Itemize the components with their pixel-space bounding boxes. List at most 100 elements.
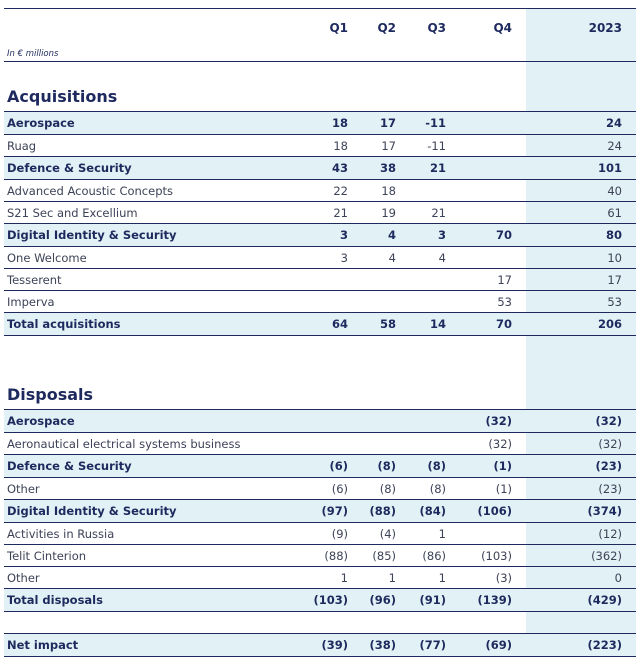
q1-value	[288, 432, 348, 455]
empty	[460, 61, 526, 112]
section-title: Disposals	[4, 360, 288, 410]
q3-value	[410, 290, 460, 313]
empty	[288, 336, 348, 361]
year-value: (223)	[526, 633, 636, 657]
row-label: Other	[4, 477, 288, 500]
q3-value: 1	[410, 522, 460, 545]
segment-row: Aerospace (32) (32)	[4, 409, 636, 433]
year-value: 10	[526, 246, 636, 269]
table-row: Tesserent 17 17	[4, 268, 636, 291]
q3-value: 3	[410, 223, 460, 247]
total-row: Total acquisitions 64 58 14 70 206	[4, 312, 636, 336]
q4-value: (106)	[460, 499, 526, 523]
q4-value: (1)	[460, 454, 526, 478]
row-label: Net impact	[4, 633, 288, 657]
q3-value	[410, 268, 460, 291]
year-value: (23)	[526, 477, 636, 500]
year-value: 80	[526, 223, 636, 247]
row-label: Ruag	[4, 134, 288, 157]
year-value: 24	[526, 111, 636, 135]
section-title: Acquisitions	[4, 61, 288, 112]
q3-value	[410, 432, 460, 455]
q4-value: (32)	[460, 432, 526, 455]
q2-value: (8)	[348, 477, 410, 500]
year-value: 40	[526, 179, 636, 202]
q1-value	[288, 409, 348, 433]
segment-row: Digital Identity & Security (97) (88) (84)(…	[4, 499, 636, 523]
q1-value: 1	[288, 566, 348, 589]
empty	[348, 61, 410, 112]
q4-value: (3)	[460, 566, 526, 589]
acquisitions-disposals-table: In € millions Q1 Q2 Q3 Q4 2023 Acquisiti…	[4, 8, 636, 657]
empty	[526, 611, 636, 634]
q4-value: 70	[460, 223, 526, 247]
year-value: (374)	[526, 499, 636, 523]
q1-value: (6)	[288, 477, 348, 500]
q4-value: (69)	[460, 633, 526, 657]
year-value: (362)	[526, 544, 636, 567]
q4-value	[460, 179, 526, 202]
empty	[348, 336, 410, 361]
col-2023: 2023	[526, 8, 636, 62]
q2-value: 4	[348, 246, 410, 269]
empty	[526, 360, 636, 410]
year-value: 24	[526, 134, 636, 157]
year-value: (23)	[526, 454, 636, 478]
row-label: Total disposals	[4, 588, 288, 612]
q4-value: (103)	[460, 544, 526, 567]
empty	[460, 360, 526, 410]
empty	[410, 360, 460, 410]
q4-value: 70	[460, 312, 526, 336]
q4-value	[460, 156, 526, 180]
year-value: 0	[526, 566, 636, 589]
col-q3: Q3	[410, 8, 460, 62]
row-label: One Welcome	[4, 246, 288, 269]
q3-value: -11	[410, 134, 460, 157]
q3-value: (8)	[410, 454, 460, 478]
q1-value: 3	[288, 246, 348, 269]
q1-value: 18	[288, 134, 348, 157]
empty	[4, 611, 288, 634]
q3-value	[410, 179, 460, 202]
q4-value: 17	[460, 268, 526, 291]
q2-value: (88)	[348, 499, 410, 523]
q1-value: 43	[288, 156, 348, 180]
acquisitions-section-heading: Acquisitions	[4, 61, 636, 112]
q2-value: (96)	[348, 588, 410, 612]
q2-value	[348, 290, 410, 313]
q3-value: 4	[410, 246, 460, 269]
q2-value: (8)	[348, 454, 410, 478]
row-label: Digital Identity & Security	[4, 223, 288, 247]
spacer	[4, 611, 636, 634]
q2-value: (4)	[348, 522, 410, 545]
year-value: 101	[526, 156, 636, 180]
table-row: Aeronautical electrical systems business…	[4, 432, 636, 455]
q3-value: (86)	[410, 544, 460, 567]
q1-value: 21	[288, 201, 348, 224]
row-label: Digital Identity & Security	[4, 499, 288, 523]
col-q4: Q4	[460, 8, 526, 62]
q2-value: 1	[348, 566, 410, 589]
row-label: Total acquisitions	[4, 312, 288, 336]
table-row: Telit Cinterion (88) (85) (86) (103) (362)	[4, 544, 636, 567]
year-value: 17	[526, 268, 636, 291]
col-q1: Q1	[288, 8, 348, 62]
col-q2: Q2	[348, 8, 410, 62]
q1-value: (6)	[288, 454, 348, 478]
row-label: Defence & Security	[4, 156, 288, 180]
q4-value: (32)	[460, 409, 526, 433]
segment-row: Aerospace 18 17 -11 24	[4, 111, 636, 135]
empty	[410, 336, 460, 361]
table-row: One Welcome 3 4 4 10	[4, 246, 636, 269]
q3-value: 21	[410, 156, 460, 180]
year-value: 53	[526, 290, 636, 313]
year-value: 206	[526, 312, 636, 336]
q2-value: 4	[348, 223, 410, 247]
q2-value: (85)	[348, 544, 410, 567]
q2-value	[348, 268, 410, 291]
q3-value: 21	[410, 201, 460, 224]
q4-value	[460, 134, 526, 157]
total-row: Total disposals (103) (96) (91) (139) (429)	[4, 588, 636, 612]
empty	[4, 336, 288, 361]
q2-value: 17	[348, 111, 410, 135]
